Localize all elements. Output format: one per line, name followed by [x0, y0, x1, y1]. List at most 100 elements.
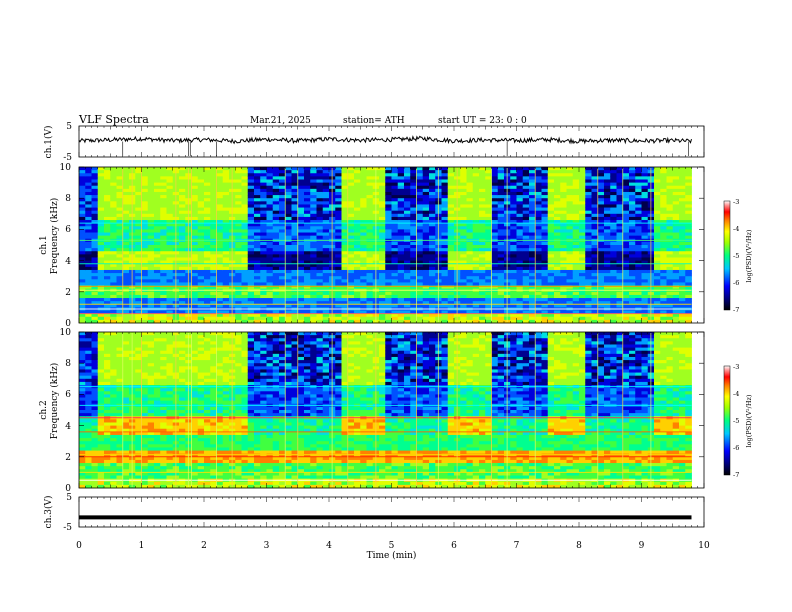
spectrogram-cell	[572, 298, 580, 302]
spectrogram-cell	[447, 301, 455, 305]
spectrogram-cell	[204, 291, 211, 296]
spectrogram-cell	[179, 285, 186, 290]
spectrogram-cell	[472, 245, 480, 249]
spectrogram-cell	[441, 170, 449, 174]
spectrogram-cell	[529, 263, 536, 268]
spectrogram-cell	[547, 251, 555, 255]
spectrogram-cell	[279, 226, 286, 230]
spectrogram-cell	[597, 232, 605, 237]
spectrogram-cell	[222, 313, 230, 318]
spectrogram-cell	[272, 235, 280, 240]
spectrogram-cell	[479, 245, 486, 249]
spectrogram-cell	[422, 248, 430, 252]
spectrogram-cell	[247, 173, 255, 177]
spectrogram-cell	[222, 229, 230, 233]
spectrogram-cell	[404, 263, 411, 268]
spectrogram-cell	[585, 263, 592, 268]
spectrogram-cell	[179, 304, 186, 308]
spectrogram-cell	[666, 282, 674, 286]
spectrogram-cell	[572, 220, 580, 224]
spectrogram-cell	[191, 188, 199, 193]
spectrogram-cell	[204, 207, 211, 212]
spectrogram-cell	[272, 298, 280, 302]
spectrogram-cell	[604, 298, 611, 302]
spectrogram-cell	[191, 204, 199, 208]
spectrogram-cell	[254, 179, 261, 183]
spectrogram-cell	[485, 285, 492, 290]
spectrogram-cell	[497, 273, 505, 277]
spectrogram-cell	[485, 182, 492, 187]
spectrogram-cell	[160, 182, 167, 187]
spectrogram-cell	[604, 279, 611, 283]
spectrogram-cell	[460, 276, 467, 280]
spectrogram-cell	[479, 319, 486, 324]
spectrogram-cell	[279, 245, 286, 249]
spectrogram-cell	[610, 226, 617, 230]
spectrogram-cell	[391, 245, 399, 249]
spectrogram-cell	[622, 269, 630, 274]
spectrogram-cell	[472, 276, 480, 280]
spectrogram-cell	[429, 266, 436, 271]
spectrogram-cell	[522, 188, 530, 193]
spectrogram-cell	[335, 195, 342, 199]
spectrogram-cell	[585, 294, 592, 299]
spectrogram-cell	[79, 204, 86, 208]
spectrogram-cell	[197, 248, 205, 252]
spectrogram-cell	[485, 210, 492, 215]
spectrogram-cell	[379, 257, 386, 261]
spectrogram-cell	[604, 232, 611, 237]
spectrogram-cell	[604, 310, 611, 315]
spectrogram-cell	[429, 248, 436, 252]
spectrogram-cell	[429, 251, 436, 255]
spectrogram-cell	[91, 173, 99, 177]
spectrogram-cell	[535, 185, 542, 190]
spectrogram-cell	[122, 226, 130, 230]
spectrogram-cell	[491, 179, 499, 183]
spectrogram-cell	[210, 185, 217, 190]
spectrogram-cell	[354, 170, 361, 174]
spectrogram-cell	[85, 319, 92, 324]
spectrogram-cell	[472, 301, 480, 305]
spectrogram-cell	[379, 176, 386, 180]
spectrogram-cell	[610, 176, 617, 180]
spectrogram-cell	[285, 269, 292, 274]
spectrogram-cell	[591, 257, 599, 261]
spectrogram-cell	[666, 201, 674, 205]
spectrogram-cell	[304, 167, 311, 171]
spectrogram-cell	[554, 229, 561, 233]
spectrogram-cell	[341, 313, 349, 318]
spectrogram-cell	[304, 316, 311, 321]
spectrogram-cell	[235, 229, 242, 233]
spectrogram-cell	[672, 170, 680, 174]
spectrogram-cell	[160, 198, 167, 202]
spectrogram-cell	[522, 220, 530, 224]
spectrogram-cell	[391, 257, 399, 261]
spectrogram-cell	[272, 294, 280, 299]
spectrogram-cell	[447, 207, 455, 212]
spectrogram-cell	[422, 195, 430, 199]
spectrogram-cell	[241, 279, 249, 283]
spectrogram-cell	[379, 263, 386, 268]
spectrogram-cell	[447, 216, 455, 221]
spectrogram-cell	[216, 248, 224, 252]
spectrogram-cell	[522, 216, 530, 221]
spectrogram-cell	[379, 241, 386, 246]
spectrogram-cell	[410, 257, 417, 261]
spectrogram-cell	[616, 254, 624, 258]
spectrogram-cell	[272, 167, 280, 171]
spectrogram-cell	[322, 298, 330, 302]
spectrogram-cell	[535, 279, 542, 283]
spectrogram-cell	[322, 285, 330, 290]
spectrogram-cell	[572, 179, 580, 183]
spectrogram-cell	[322, 291, 330, 296]
spectrogram-cell	[585, 248, 592, 252]
spectrogram-cell	[666, 241, 674, 246]
spectrogram-cell	[254, 167, 261, 171]
spectrogram-cell	[654, 179, 661, 183]
spectrogram-cell	[322, 226, 330, 230]
spectrogram-cell	[491, 176, 499, 180]
spectrogram-cell	[116, 313, 124, 318]
spectrogram-cell	[154, 179, 161, 183]
spectrogram-cell	[304, 254, 311, 258]
spectrogram-cell	[422, 276, 430, 280]
